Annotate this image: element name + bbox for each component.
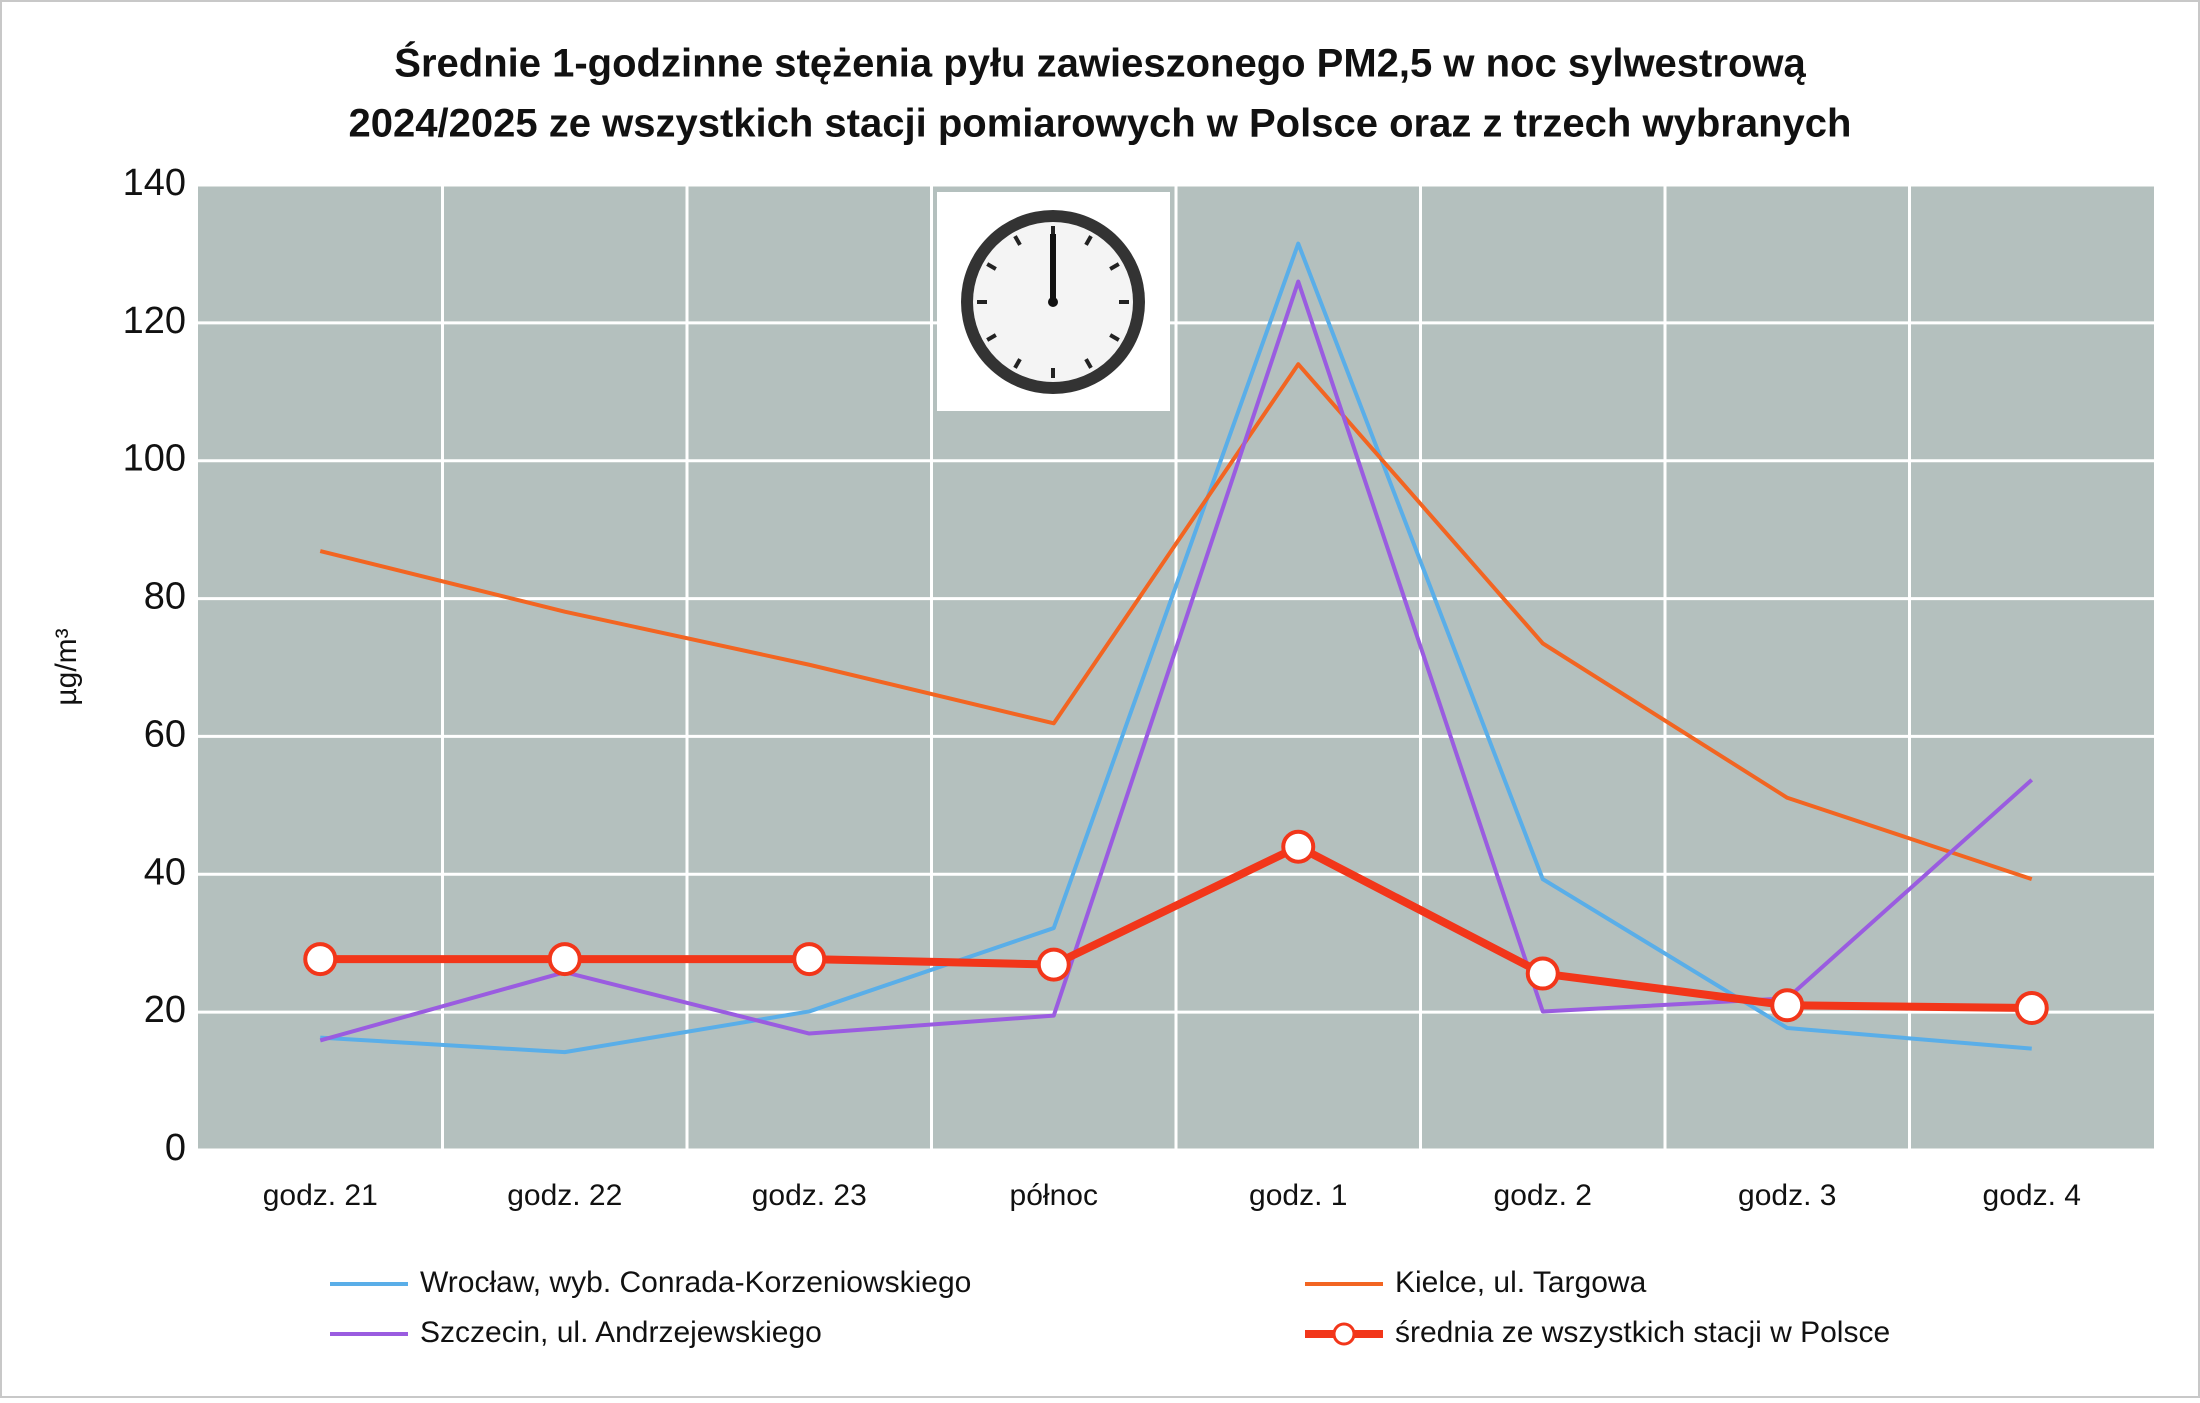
legend-label: Wrocław, wyb. Conrada-Korzeniowskiego: [420, 1266, 971, 1299]
clock-tick: [1084, 235, 1093, 246]
legend-marker: [1332, 1322, 1356, 1346]
data-point: [1770, 988, 1805, 1023]
legend-label: Szczecin, ul. Andrzejewskiego: [420, 1316, 822, 1349]
x-tick-label: godz. 21: [263, 1179, 378, 1212]
clock-ticks: [977, 226, 1129, 378]
clock-tick: [986, 333, 997, 342]
x-tick-label: godz. 2: [1494, 1179, 1592, 1212]
clock-tick: [1013, 358, 1022, 369]
x-tick-label: godz. 3: [1738, 1179, 1836, 1212]
data-point: [1281, 829, 1316, 864]
chart-title: Średnie 1-godzinne stężenia pyłu zawiesz…: [394, 40, 1806, 86]
y-axis-label: µg/m³: [50, 628, 83, 705]
y-tick-label: 0: [165, 1127, 186, 1169]
legend-label: Kielce, ul. Targowa: [1395, 1266, 1647, 1299]
y-tick-label: 140: [123, 162, 186, 204]
x-tick-label: godz. 1: [1249, 1179, 1347, 1212]
y-tick-label: 120: [123, 300, 186, 342]
data-point: [547, 942, 582, 977]
clock-tick: [1109, 333, 1120, 342]
data-point: [1525, 956, 1560, 991]
y-tick-label: 100: [123, 438, 186, 480]
clock-icon: [937, 192, 1170, 411]
x-tick-label: godz. 4: [1983, 1179, 2081, 1212]
clock-center: [1048, 297, 1058, 307]
y-tick-label: 20: [144, 989, 186, 1031]
y-tick-label: 60: [144, 713, 186, 755]
clock-tick: [1013, 235, 1022, 246]
clock-tick: [986, 262, 997, 271]
x-tick-label: godz. 22: [507, 1179, 622, 1212]
x-tick-label: godz. 23: [752, 1179, 867, 1212]
chart-title: 2024/2025 ze wszystkich stacji pomiarowy…: [349, 102, 1852, 146]
legend-label: średnia ze wszystkich stacji w Polsce: [1395, 1316, 1890, 1349]
clock-tick: [1084, 358, 1093, 369]
marks: [198, 183, 2154, 1152]
y-tick-label: 40: [144, 851, 186, 893]
y-tick-label: 80: [144, 576, 186, 618]
data-point: [2014, 991, 2049, 1026]
series-line: [319, 362, 2033, 882]
data-point: [1036, 947, 1071, 982]
clock-tick: [1109, 262, 1120, 271]
data-point: [303, 942, 338, 977]
x-tick-label: północ: [1010, 1179, 1098, 1212]
series-line: [320, 842, 2032, 1013]
data-point: [792, 942, 827, 977]
